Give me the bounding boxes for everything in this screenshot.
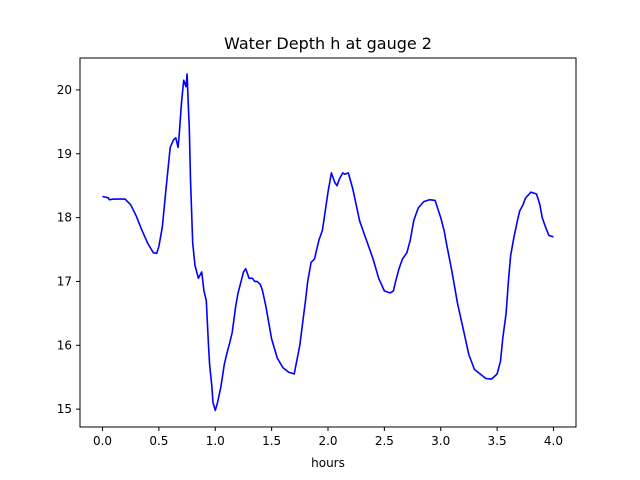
x-axis: 0.0 0.5 1.0 1.5 2.0 2.5 3.0 3.5 4.0 (93, 427, 563, 448)
y-axis: 15 16 17 18 19 20 (57, 83, 80, 416)
x-axis-label: hours (311, 456, 345, 470)
x-tick-label: 3.5 (488, 434, 507, 448)
series-line (102, 73, 554, 412)
chart-title: Water Depth h at gauge 2 (224, 34, 432, 53)
x-tick-label: 4.0 (544, 434, 563, 448)
y-tick-label: 15 (57, 402, 72, 416)
y-tick-label: 19 (57, 147, 72, 161)
y-tick-label: 17 (57, 274, 72, 288)
x-tick-label: 1.0 (206, 434, 225, 448)
x-tick-label: 1.5 (262, 434, 281, 448)
y-tick-label: 18 (57, 211, 72, 225)
x-tick-label: 2.5 (375, 434, 394, 448)
series-layer (102, 73, 554, 412)
x-tick-label: 0.5 (149, 434, 168, 448)
x-tick-label: 0.0 (93, 434, 112, 448)
x-tick-label: 3.0 (431, 434, 450, 448)
y-tick-label: 16 (57, 338, 72, 352)
y-tick-label: 20 (57, 83, 72, 97)
plot-area: 0.0 0.5 1.0 1.5 2.0 2.5 3.0 3.5 4.0 15 16 17 18 19 20 (57, 57, 577, 448)
x-tick-label: 2.0 (318, 434, 337, 448)
